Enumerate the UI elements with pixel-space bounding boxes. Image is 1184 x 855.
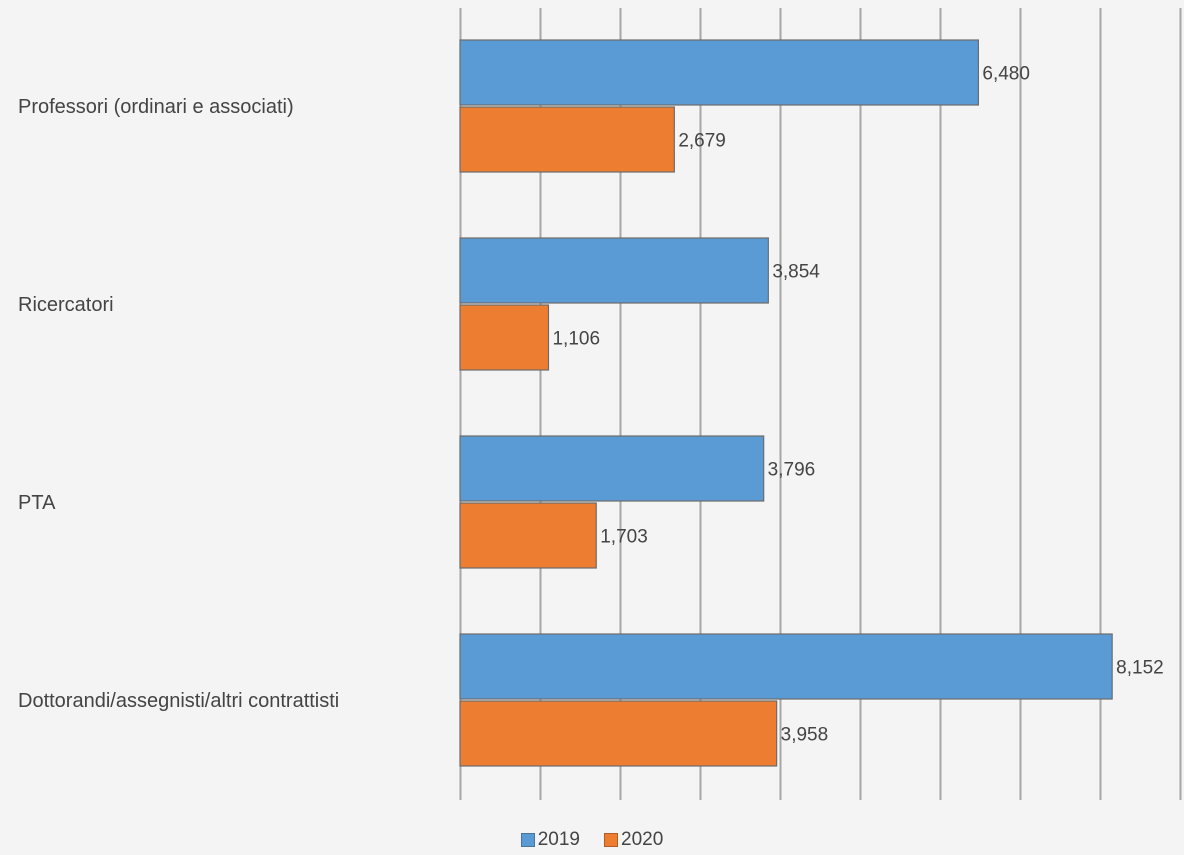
legend-item-2019: 2019 — [520, 829, 580, 851]
bar-2020-2 — [459, 502, 597, 569]
bar-group-1: 3,854 1,106 Ricercatori — [18, 237, 820, 371]
legend-swatch-2020 — [604, 833, 618, 847]
data-label-2020-3: 3,958 — [781, 725, 829, 746]
bar-2019-1 — [459, 237, 769, 304]
bar-group-3: 8,152 3,958 Dottorandi/assegnisti/altri co… — [18, 633, 1164, 767]
legend: 2019 2020 — [0, 828, 1184, 852]
data-label-2019-1: 3,854 — [772, 262, 820, 283]
data-label-2019-2: 3,796 — [768, 460, 816, 481]
legend-swatch-2019 — [520, 833, 535, 847]
category-label-3: Dottorandi/assegnisti/altri contrattisti — [18, 690, 339, 712]
data-label-2020-2: 1,703 — [600, 527, 648, 548]
bar-2020-1 — [459, 304, 550, 371]
data-label-2020-0: 2,679 — [678, 131, 726, 152]
legend-label-2020: 2020 — [621, 829, 664, 850]
bar-2019-2 — [459, 435, 765, 502]
bar-2020-3 — [459, 700, 778, 767]
data-label-2019-3: 8,152 — [1116, 658, 1164, 679]
bar-group-0: 6,480 2,679 Professori (ordinari e associa… — [18, 39, 1030, 173]
category-label-1: Ricercatori — [18, 294, 114, 316]
bar-2019-0 — [459, 39, 980, 106]
data-label-2019-0: 6,480 — [982, 64, 1030, 85]
category-label-2: PTA — [18, 492, 56, 514]
data-label-2020-1: 1,106 — [552, 329, 600, 350]
bar-2019-3 — [459, 633, 1113, 700]
legend-item-2020: 2020 — [604, 829, 663, 851]
bar-group-2: 3,796 1,703 PTA — [18, 435, 816, 569]
category-label-0: Professori (ordinari e associati) — [18, 96, 294, 118]
legend-label-2019: 2019 — [537, 829, 580, 850]
bar-2020-0 — [459, 106, 675, 173]
